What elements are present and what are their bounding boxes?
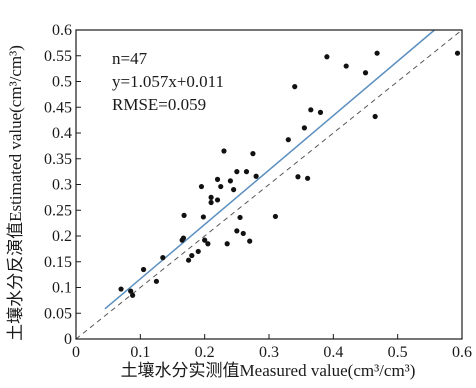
x-tick-label: 0.2: [195, 344, 215, 361]
data-point: [247, 238, 253, 244]
annotation-equation: y=1.057x+0.011: [112, 72, 224, 91]
data-point: [372, 113, 378, 120]
y-tick-label: 0.5: [52, 74, 72, 91]
y-tick-label: 0.1: [52, 280, 72, 297]
data-point: [253, 173, 259, 179]
y-tick-label: 0.35: [44, 151, 72, 168]
data-point: [237, 214, 243, 221]
data-point: [234, 228, 240, 234]
points-layer: [118, 50, 461, 298]
data-point: [224, 241, 230, 247]
data-point: [200, 214, 206, 220]
data-point: [195, 248, 201, 255]
x-axis-label: 土壤水分实测值Measured value(cm³/cm³): [121, 360, 416, 380]
data-point: [240, 230, 246, 237]
data-point: [324, 54, 330, 60]
data-point: [205, 241, 211, 247]
data-point: [180, 235, 187, 241]
data-point: [250, 151, 256, 157]
data-point: [160, 255, 166, 261]
y-tick-label: 0.3: [52, 177, 72, 194]
x-axis-ticks: 0 0.1 0.2 0.3 0.4 0.5 0.6: [72, 334, 472, 361]
data-point: [362, 70, 369, 76]
y-tick-label: 0: [64, 331, 72, 348]
data-point: [374, 50, 380, 56]
data-point: [181, 212, 187, 218]
x-tick-label: 0.1: [130, 344, 150, 361]
data-point: [198, 183, 205, 190]
data-point: [208, 199, 214, 206]
one-to-one-reference-line: [75, 29, 463, 340]
data-point: [305, 175, 311, 181]
y-tick-label: 0.4: [52, 125, 72, 142]
data-point: [243, 169, 250, 175]
x-tick-label: 0.3: [259, 344, 279, 361]
x-tick-label: 0.5: [388, 344, 408, 361]
data-point: [128, 288, 134, 294]
data-point: [221, 148, 227, 154]
data-point: [214, 176, 221, 182]
data-point: [185, 257, 192, 263]
data-point: [189, 252, 195, 259]
y-tick-label: 0.15: [44, 254, 72, 271]
annotation-rmse: RMSE=0.059: [112, 95, 206, 114]
fit-line-layer: [104, 29, 435, 310]
data-point: [292, 84, 298, 90]
data-point: [227, 178, 233, 184]
y-tick-label: 0.55: [44, 48, 72, 65]
y-tick-label: 0.45: [44, 99, 72, 116]
data-point: [295, 174, 301, 180]
data-point: [208, 194, 214, 200]
data-point: [234, 169, 240, 175]
data-point: [343, 63, 349, 69]
x-tick-label: 0.6: [452, 344, 472, 361]
x-tick-label: 0.4: [323, 344, 343, 361]
regression-fit-line: [104, 29, 435, 310]
y-axis-label: 土壤水分反演值Estimated value(cm³/cm³): [5, 45, 25, 341]
data-point: [140, 266, 147, 273]
y-tick-label: 0.25: [44, 202, 72, 219]
data-point: [202, 237, 208, 243]
data-point: [118, 286, 124, 292]
data-point: [285, 137, 291, 143]
y-tick-label: 0.05: [44, 305, 72, 322]
x-tick-label: 0: [72, 344, 80, 361]
data-point: [272, 213, 279, 220]
y-tick-label: 0.6: [52, 22, 72, 39]
data-point: [454, 50, 461, 56]
data-point: [218, 183, 224, 190]
data-point: [231, 187, 237, 193]
data-point: [317, 109, 324, 115]
data-point: [153, 278, 160, 284]
data-point: [308, 107, 314, 113]
data-point: [301, 125, 307, 131]
annotation-n: n=47: [112, 49, 148, 68]
data-point: [130, 292, 136, 298]
reference-line-layer: [75, 29, 463, 340]
y-axis-ticks: 0 0.05 0.1 0.15 0.2 0.25 0.3 0.35 0.4 0.45 0.5 0.55…: [44, 22, 81, 348]
y-tick-label: 0.2: [52, 228, 72, 245]
data-point: [214, 197, 221, 203]
